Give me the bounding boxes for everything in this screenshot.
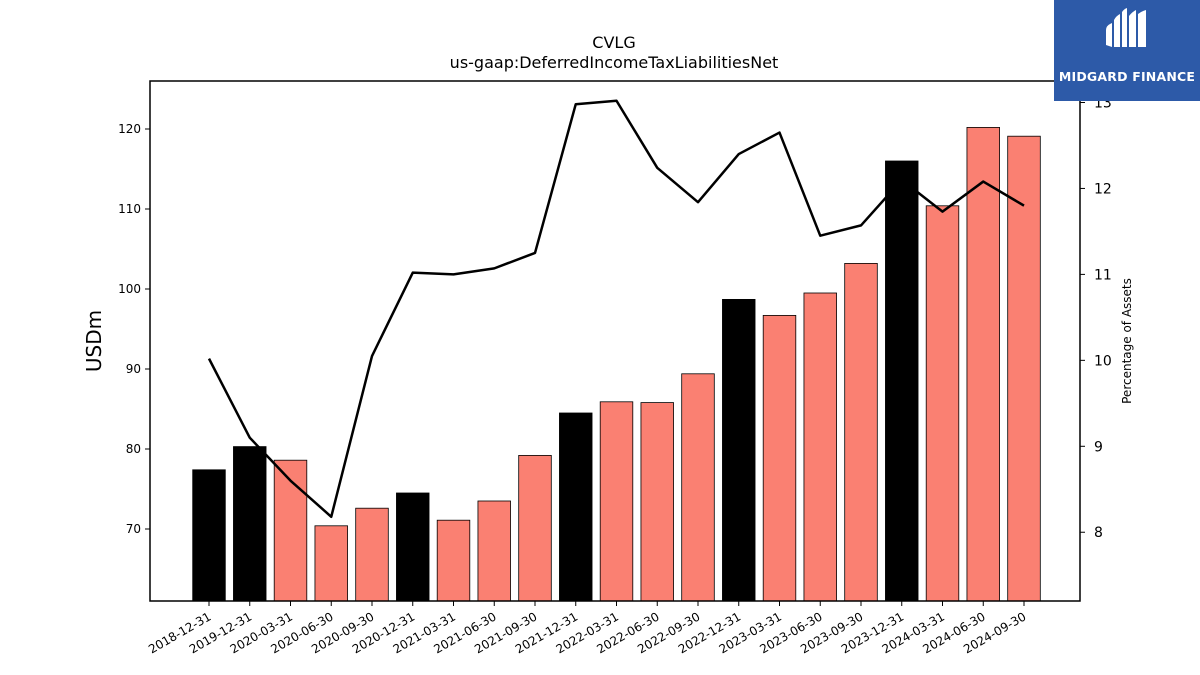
bar: [966, 127, 1000, 602]
plot-frame: [149, 80, 1081, 602]
logo-text: MIDGARD FINANCE: [1058, 69, 1196, 84]
bar: [599, 401, 634, 602]
bar: [762, 314, 797, 602]
bar: [192, 469, 226, 602]
bar: [233, 446, 267, 602]
bar: [640, 402, 674, 602]
logo-mark-icon: [1106, 8, 1146, 47]
chart-subtitle: us-gaap:DeferredIncomeTaxLiabilitiesNet: [450, 53, 779, 72]
y2-tick-label: 8: [1094, 525, 1103, 541]
bar: [396, 492, 430, 602]
y2-tick-label: 10: [1094, 353, 1112, 369]
y-tick-label: 120: [118, 122, 141, 136]
y-tick-label: 70: [126, 522, 141, 536]
y2-tick-label: 12: [1094, 181, 1112, 197]
midgard-finance-logo: MIDGARD FINANCE: [1054, 0, 1200, 101]
y-axis-label: USDm: [82, 310, 106, 372]
y2-tick-label: 11: [1094, 267, 1112, 283]
chart-title: CVLG: [592, 33, 635, 52]
y-tick-label: 90: [126, 362, 141, 376]
bar: [885, 160, 919, 602]
y-tick-label: 100: [118, 282, 141, 296]
bar: [355, 507, 389, 602]
percent-of-assets-line: [207, 99, 1025, 519]
bar: [681, 373, 715, 602]
y2-axis-label: Percentage of Assets: [1120, 278, 1134, 404]
y-tick-label: 110: [118, 202, 141, 216]
bar: [1007, 135, 1041, 602]
bar: [314, 525, 348, 602]
bar: [844, 262, 878, 602]
bar: [925, 205, 960, 602]
bar: [477, 500, 511, 602]
bar: [273, 459, 308, 602]
bar: [722, 298, 756, 602]
bar: [803, 292, 837, 602]
bar: [559, 412, 593, 602]
y-tick-label: 80: [126, 442, 141, 456]
y2-tick-label: 9: [1094, 439, 1103, 455]
bar: [436, 519, 471, 602]
bar: [518, 454, 552, 602]
